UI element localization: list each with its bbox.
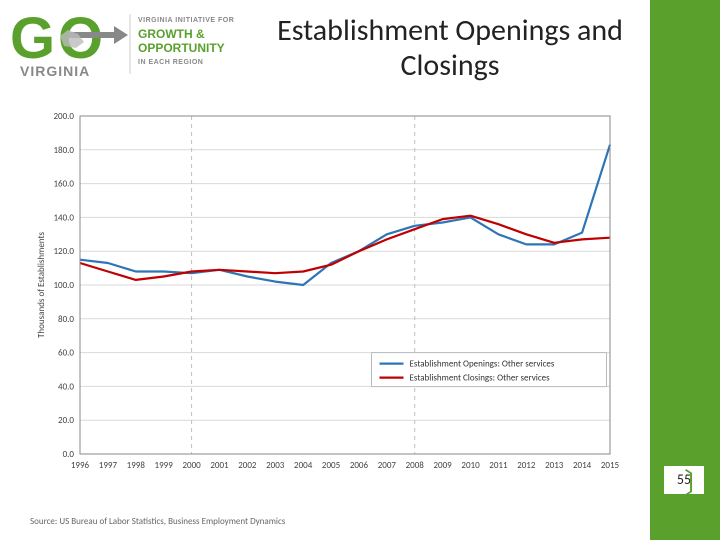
y-tick-label: 60.0 (58, 348, 74, 359)
y-axis-label: Thousands of Establishments (36, 232, 47, 338)
x-tick-label: 2011 (489, 460, 508, 471)
x-tick-label: 2002 (238, 460, 257, 471)
y-tick-label: 0.0 (63, 449, 75, 460)
x-tick-label: 1999 (155, 460, 174, 471)
line-chart: 0.0 20.0 40.0 60.0 80.0 100.0 120.0 140.0 160.0 1… (30, 110, 620, 480)
logo-arrow-head (114, 26, 128, 44)
y-tick-label: 80.0 (58, 314, 74, 325)
logo-g: G (10, 6, 55, 71)
x-tick-label: 2005 (322, 460, 341, 471)
y-tick-label: 180.0 (53, 145, 74, 156)
x-tick-label: 2014 (573, 460, 592, 471)
x-tick-label: 2003 (266, 460, 285, 471)
x-tick-label: 2004 (294, 460, 313, 471)
x-tick-label: 2007 (378, 460, 397, 471)
y-tick-label: 160.0 (53, 179, 74, 190)
logo-subtext: VIRGINIA (20, 63, 90, 79)
source-text: Source: US Bureau of Labor Statistics, B… (30, 516, 285, 527)
x-tick-label: 2012 (517, 460, 536, 471)
x-tick-label: 2010 (461, 460, 480, 471)
logo-tagline-mid1: GROWTH & (138, 27, 205, 41)
x-tick-label: 2000 (182, 460, 201, 471)
x-tick-label: 1998 (127, 460, 146, 471)
y-tick-label: 120.0 (53, 246, 74, 257)
legend-label: Establishment Closings: Other services (410, 373, 551, 384)
accent-sidebar (650, 0, 720, 540)
y-tick-label: 20.0 (58, 415, 74, 426)
bracket-right-icon: 〕 (684, 462, 712, 502)
x-tick-label: 2015 (601, 460, 620, 471)
logo-tagline-bottom: IN EACH REGION (138, 59, 203, 66)
slide: G O VIRGINIA VIRGINIA INITIATIVE FOR GRO… (0, 0, 720, 540)
legend-label: Establishment Openings: Other services (410, 359, 555, 370)
logo-tagline-mid2: OPPORTUNITY (138, 41, 225, 55)
go-virginia-logo: G O VIRGINIA VIRGINIA INITIATIVE FOR GRO… (10, 6, 250, 84)
x-tick-label: 1996 (71, 460, 90, 471)
x-tick-label: 1997 (99, 460, 118, 471)
x-tick-label: 2013 (545, 460, 564, 471)
y-tick-label: 200.0 (53, 111, 74, 122)
x-tick-label: 2009 (434, 460, 453, 471)
page-number-badge: 〔 55 〕 (664, 466, 704, 494)
x-tick-label: 2001 (210, 460, 229, 471)
y-tick-label: 140.0 (53, 212, 74, 223)
x-tick-label: 2008 (406, 460, 425, 471)
x-tick-label: 2006 (350, 460, 369, 471)
page-title: Establishment Openings and Closings (270, 14, 630, 83)
y-tick-label: 40.0 (58, 381, 74, 392)
chart-container: 0.0 20.0 40.0 60.0 80.0 100.0 120.0 140.0 160.0 1… (30, 110, 620, 510)
logo-tagline-top: VIRGINIA INITIATIVE FOR (138, 17, 234, 24)
y-tick-label: 100.0 (53, 280, 74, 291)
